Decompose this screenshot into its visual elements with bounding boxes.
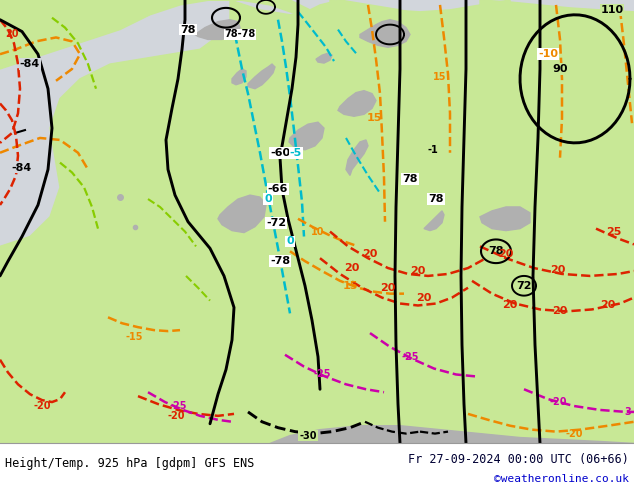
Text: -20: -20: [33, 401, 51, 411]
Text: 20: 20: [600, 300, 616, 311]
Text: 90: 90: [552, 64, 568, 74]
Polygon shape: [316, 53, 332, 63]
Text: 78: 78: [402, 174, 418, 184]
Text: 15: 15: [342, 281, 358, 291]
Text: -5: -5: [290, 148, 302, 158]
Text: 20: 20: [498, 249, 514, 259]
Text: ©weatheronline.co.uk: ©weatheronline.co.uk: [494, 474, 629, 484]
Text: -1: -1: [427, 145, 438, 155]
Text: -20: -20: [167, 411, 184, 421]
Text: 78: 78: [180, 24, 196, 35]
Text: 20: 20: [417, 293, 432, 303]
Text: -72: -72: [266, 218, 286, 228]
Polygon shape: [346, 140, 368, 175]
Polygon shape: [468, 0, 634, 209]
Polygon shape: [232, 69, 246, 85]
Polygon shape: [0, 0, 310, 69]
Polygon shape: [289, 122, 324, 150]
Text: -10: -10: [538, 49, 558, 59]
Text: 20: 20: [362, 249, 378, 259]
Text: -25: -25: [313, 369, 331, 379]
Text: -66: -66: [268, 184, 288, 194]
Text: 15: 15: [366, 113, 382, 123]
Text: -15: -15: [126, 332, 143, 342]
Polygon shape: [218, 195, 266, 233]
Text: Fr 27-09-2024 00:00 UTC (06+66): Fr 27-09-2024 00:00 UTC (06+66): [408, 453, 629, 466]
Text: 20: 20: [344, 263, 359, 273]
Text: -84: -84: [12, 163, 32, 172]
Text: 20: 20: [410, 266, 425, 276]
Text: -60: -60: [270, 148, 290, 158]
Text: 0: 0: [264, 194, 272, 204]
Text: -30: -30: [299, 431, 317, 441]
Text: 110: 110: [600, 5, 624, 15]
Text: Height/Temp. 925 hPa [gdpm] GFS ENS: Height/Temp. 925 hPa [gdpm] GFS ENS: [5, 457, 254, 469]
Polygon shape: [330, 0, 510, 41]
Polygon shape: [338, 91, 376, 116]
Text: 72: 72: [516, 281, 532, 291]
Text: 15: 15: [433, 72, 447, 82]
Text: -25: -25: [401, 352, 418, 362]
Polygon shape: [0, 0, 634, 443]
Text: 20: 20: [550, 265, 566, 275]
Text: -25: -25: [169, 401, 187, 411]
Polygon shape: [400, 414, 634, 443]
Text: 25: 25: [606, 226, 622, 237]
Text: 20: 20: [552, 306, 567, 317]
Text: -20: -20: [549, 397, 567, 407]
Polygon shape: [248, 64, 275, 89]
Text: 78: 78: [488, 246, 504, 256]
Text: 0: 0: [286, 237, 294, 246]
Text: -78: -78: [270, 256, 290, 266]
Text: 10: 10: [311, 226, 325, 237]
Text: -84: -84: [20, 59, 40, 69]
Polygon shape: [424, 211, 444, 231]
Text: 20: 20: [380, 283, 396, 293]
Text: 78: 78: [428, 194, 444, 204]
Polygon shape: [270, 426, 634, 443]
Text: -20: -20: [566, 429, 583, 439]
Polygon shape: [360, 20, 410, 48]
Polygon shape: [480, 207, 530, 231]
Text: 20: 20: [5, 29, 19, 40]
Text: 3: 3: [624, 407, 631, 417]
Text: 20: 20: [502, 300, 518, 311]
Text: 78-78: 78-78: [224, 29, 256, 40]
Polygon shape: [195, 20, 240, 39]
